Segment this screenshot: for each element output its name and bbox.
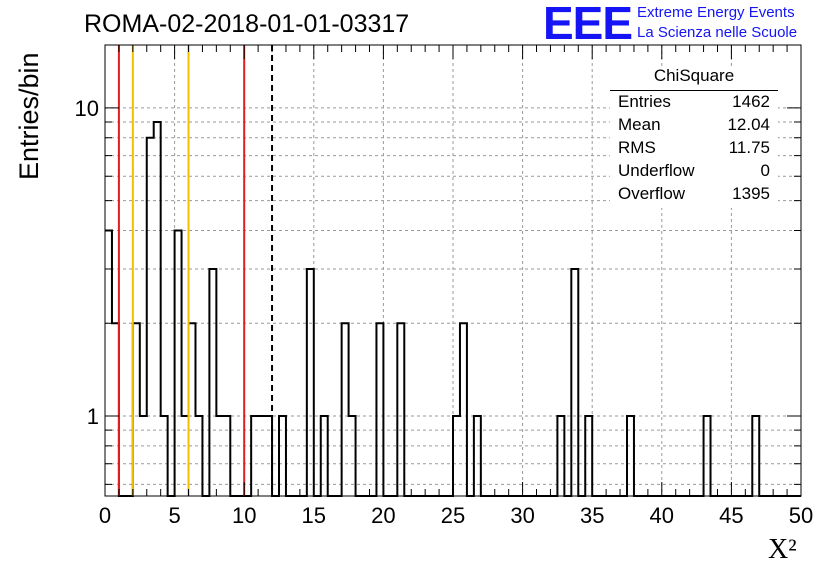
x-tick-label: 15	[302, 503, 326, 528]
stat-row-overflow: Overflow 1395	[618, 184, 770, 207]
histogram-bin	[154, 122, 161, 496]
histogram-bin	[585, 416, 592, 496]
histogram-bin	[307, 269, 314, 496]
histogram-bin	[342, 323, 349, 496]
histogram-bin	[209, 269, 216, 496]
histogram-bin	[140, 416, 147, 496]
histogram-bin	[133, 323, 140, 496]
stat-value: 11.75	[728, 138, 770, 157]
histogram-bin	[251, 416, 258, 496]
y-tick-label: 1	[87, 404, 99, 429]
histogram-bin	[397, 323, 404, 496]
histogram-bin	[279, 416, 286, 496]
x-tick-label: 5	[168, 503, 180, 528]
histogram-bin	[105, 231, 112, 496]
logo-line-2: La Scienza nelle Scuole	[637, 24, 798, 41]
histogram-bin	[557, 416, 564, 496]
stat-value: 0	[760, 161, 770, 180]
x-tick-label: 30	[510, 503, 534, 528]
histogram-bin	[175, 231, 182, 496]
histogram-bin	[258, 416, 265, 496]
histogram-bin	[195, 416, 202, 496]
stat-value: 1395	[732, 184, 770, 203]
histogram-bin	[349, 416, 356, 496]
stat-value: 12.04	[727, 115, 770, 134]
histogram-bin	[216, 416, 223, 496]
histogram-bin	[147, 138, 154, 496]
tick-labels: 0 5 10 15 20 25 30 35 40 45 50 1 10	[75, 96, 814, 528]
x-tick-label: 20	[371, 503, 395, 528]
histogram-bin	[571, 269, 578, 496]
histogram-bin	[182, 416, 189, 496]
x-tick-label: 0	[99, 503, 111, 528]
y-axis-label: Entries/bin	[14, 52, 44, 180]
x-tick-label: 35	[580, 503, 604, 528]
stat-key: Overflow	[618, 184, 686, 203]
logo-line-1: Extreme Energy Events	[637, 4, 795, 21]
stat-row-underflow: Underflow 0	[618, 161, 770, 184]
histogram-bin	[161, 416, 168, 496]
histogram-bin	[321, 416, 328, 496]
histogram-bin	[627, 416, 634, 496]
stat-value: 1462	[732, 92, 770, 111]
stat-row-entries: Entries 1462	[618, 92, 770, 115]
histogram-bin	[453, 416, 460, 496]
x-tick-label: 50	[789, 503, 813, 528]
x-axis-label: X²	[768, 534, 797, 565]
chart-title: ROMA-02-2018-01-01-03317	[84, 10, 410, 38]
x-tick-label: 25	[441, 503, 465, 528]
histogram-bin	[460, 323, 467, 496]
histogram-bin	[704, 416, 711, 496]
histogram-bin	[223, 416, 230, 496]
histogram-bin	[189, 323, 196, 496]
x-tick-label: 10	[232, 503, 256, 528]
histogram-bin	[752, 416, 759, 496]
histogram-bin	[376, 323, 383, 496]
stats-box: ChiSquare Entries 1462 Mean 12.04 RMS 11…	[610, 66, 778, 208]
stat-row-rms: RMS 11.75	[618, 138, 770, 161]
stat-key: Underflow	[618, 161, 695, 180]
histogram-bin	[474, 416, 481, 496]
y-tick-label: 10	[75, 96, 99, 121]
stat-key: RMS	[618, 138, 656, 157]
stat-key: Entries	[618, 92, 671, 111]
axis-ticks	[104, 45, 802, 496]
x-tick-label: 45	[719, 503, 743, 528]
reference-lines	[117, 45, 274, 496]
stat-row-mean: Mean 12.04	[618, 115, 770, 138]
eee-logo: EEE	[543, 0, 633, 49]
histogram-bin	[112, 323, 119, 496]
histogram-bin	[265, 416, 272, 496]
stats-separator	[610, 90, 778, 91]
x-tick-label: 40	[650, 503, 674, 528]
stat-key: Mean	[618, 115, 661, 134]
stats-title: ChiSquare	[653, 66, 735, 85]
